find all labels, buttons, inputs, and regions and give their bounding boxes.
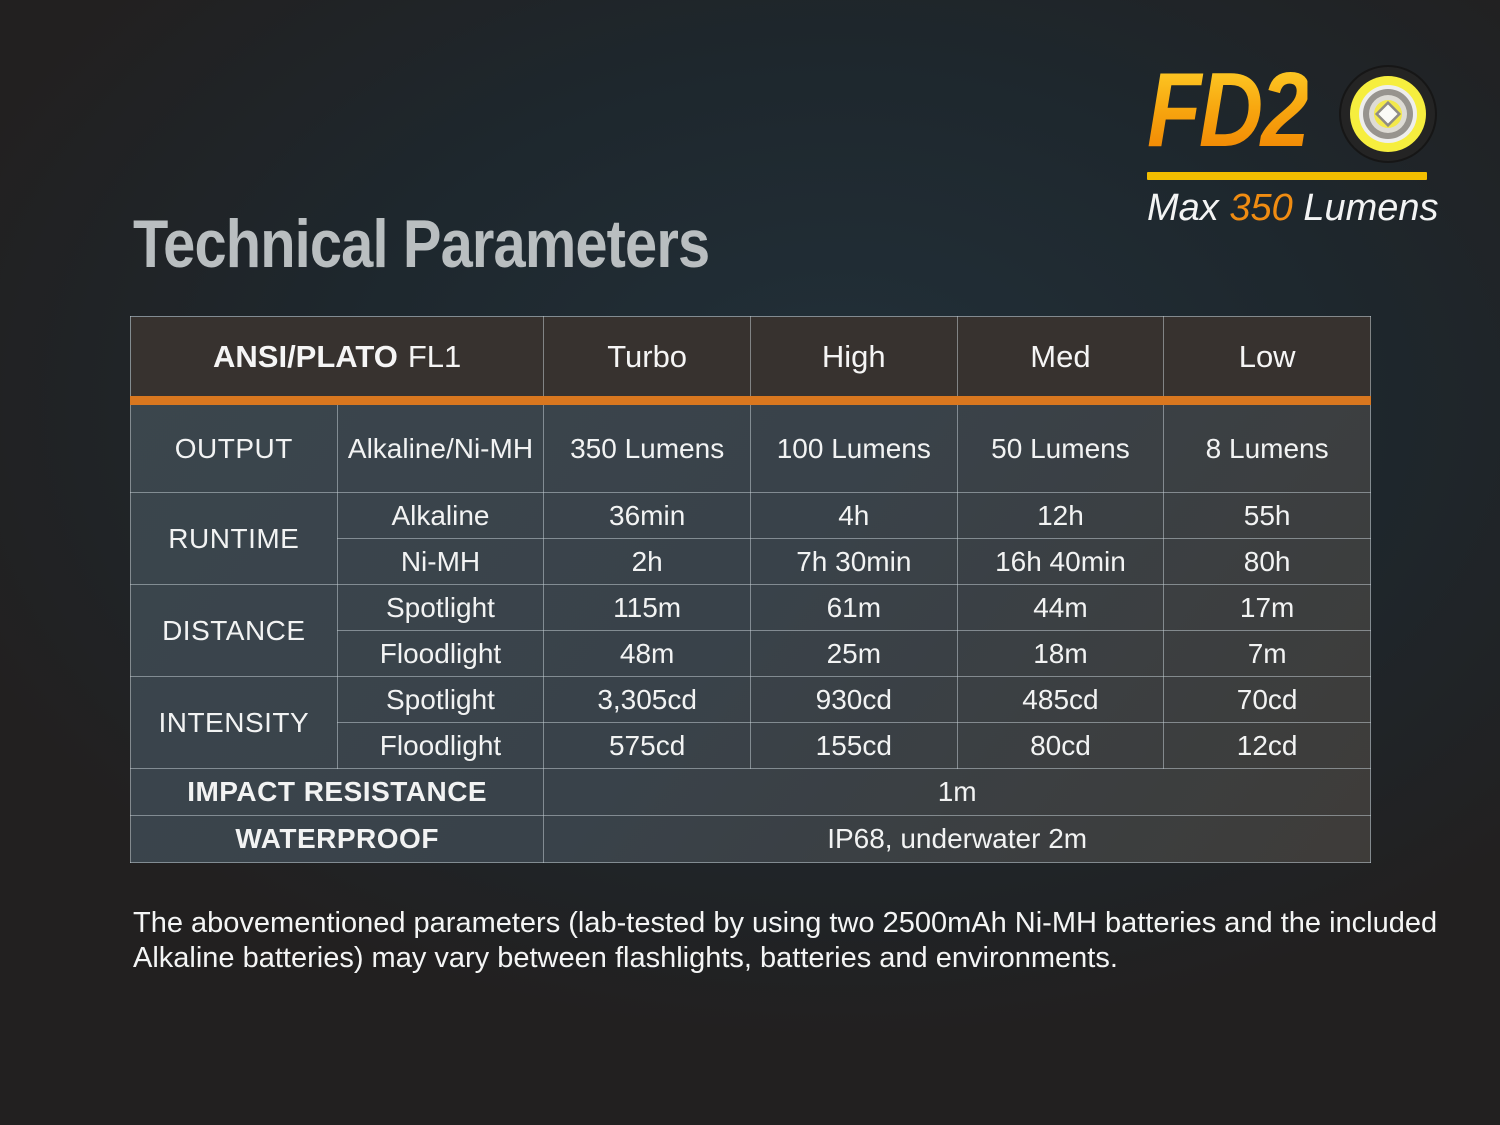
table-row-output: OUTPUT Alkaline/Ni-MH 350 Lumens 100 Lum… <box>130 400 1371 493</box>
intensity-floodlight-high: 155cd <box>749 722 958 769</box>
row-label-intensity: INTENSITY <box>130 676 338 769</box>
row-label-runtime: RUNTIME <box>130 492 338 585</box>
intensity-floodlight-label: Floodlight <box>336 722 545 769</box>
table-row-intensity-floodlight: Floodlight 575cd 155cd 80cd 12cd <box>131 722 1371 769</box>
table-row-intensity-spotlight: INTENSITY Spotlight 3,305cd 930cd 485cd … <box>130 676 1371 769</box>
footnote: The abovementioned parameters (lab-teste… <box>133 906 1437 977</box>
intensity-spotlight-turbo: 3,305cd <box>543 676 751 723</box>
runtime-alkaline-high: 4h <box>749 492 958 539</box>
table-row-distance-floodlight: Floodlight 48m 25m 18m 7m <box>131 630 1371 677</box>
row-label-distance: DISTANCE <box>130 584 338 677</box>
output-low: 8 Lumens <box>1163 400 1371 493</box>
header-mode-turbo: Turbo <box>543 316 751 401</box>
spec-table: ANSI/PLATO FL1 Turbo High Med Low OUTPUT … <box>129 316 1371 863</box>
table-row-distance-spotlight: DISTANCE Spotlight 115m 61m 44m 17m <box>130 584 1371 677</box>
output-battery-type: Alkaline/Ni-MH <box>336 400 545 493</box>
flashlight-lens-icon <box>1339 65 1438 163</box>
runtime-nimh-high: 7h 30min <box>749 538 958 585</box>
runtime-alkaline-turbo: 36min <box>543 492 751 539</box>
page-title: Technical Parameters <box>133 206 710 282</box>
intensity-floodlight-turbo: 575cd <box>543 722 751 769</box>
row-label-output: OUTPUT <box>130 400 338 493</box>
distance-spotlight-low: 17m <box>1163 584 1371 631</box>
runtime-alkaline-label: Alkaline <box>336 492 545 539</box>
header-standard-bold: ANSI/PLATO <box>213 338 398 374</box>
distance-spotlight-label: Spotlight <box>336 584 545 631</box>
runtime-alkaline-med: 12h <box>956 492 1165 539</box>
distance-floodlight-turbo: 48m <box>543 630 751 677</box>
intensity-spotlight-high: 930cd <box>749 676 958 723</box>
waterproof-value: IP68, underwater 2m <box>543 815 1371 863</box>
brand-logo: FD2 Max 350 Lumens <box>1147 51 1439 230</box>
distance-spotlight-turbo: 115m <box>543 584 751 631</box>
table-row-runtime-alkaline: RUNTIME Alkaline 36min 4h 12h 55h <box>130 492 1371 585</box>
table-row-waterproof: WATERPROOF IP68, underwater 2m <box>129 815 1371 863</box>
distance-floodlight-low: 7m <box>1163 630 1371 677</box>
logo-tagline: Max 350 Lumens <box>1147 187 1439 230</box>
intensity-spotlight-label: Spotlight <box>336 676 545 723</box>
footnote-line-2: Alkaline batteries) may vary between fla… <box>133 942 1118 975</box>
impact-resistance-value: 1m <box>543 768 1371 816</box>
header-standard: ANSI/PLATO FL1 <box>129 316 545 401</box>
footnote-line-1: The abovementioned parameters (lab-teste… <box>133 907 1438 939</box>
intensity-floodlight-low: 12cd <box>1163 722 1371 769</box>
table-header-row: ANSI/PLATO FL1 Turbo High Med Low <box>129 316 1371 401</box>
distance-floodlight-high: 25m <box>749 630 958 677</box>
tagline-lumens-value: 350 <box>1229 187 1293 229</box>
runtime-nimh-med: 16h 40min <box>956 538 1165 585</box>
header-mode-low: Low <box>1163 316 1371 401</box>
row-label-waterproof: WATERPROOF <box>129 815 545 863</box>
runtime-nimh-turbo: 2h <box>543 538 751 585</box>
tagline-prefix: Max <box>1147 187 1219 229</box>
intensity-floodlight-med: 80cd <box>956 722 1165 769</box>
header-standard-regular: FL1 <box>407 338 462 374</box>
tagline-suffix: Lumens <box>1303 187 1439 229</box>
distance-spotlight-med: 44m <box>956 584 1165 631</box>
intensity-spotlight-low: 70cd <box>1163 676 1371 723</box>
brand-name: FD2 <box>1147 51 1310 169</box>
runtime-nimh-low: 80h <box>1163 538 1371 585</box>
distance-floodlight-med: 18m <box>956 630 1165 677</box>
intensity-spotlight-med: 485cd <box>956 676 1165 723</box>
logo-underline <box>1147 172 1427 180</box>
output-turbo: 350 Lumens <box>543 400 751 493</box>
row-label-impact-resistance: IMPACT RESISTANCE <box>129 768 545 816</box>
brand-row: FD2 <box>1147 51 1438 170</box>
table-row-impact-resistance: IMPACT RESISTANCE 1m <box>129 768 1371 816</box>
header-mode-high: High <box>749 316 958 401</box>
runtime-nimh-label: Ni-MH <box>336 538 545 585</box>
output-high: 100 Lumens <box>749 400 958 493</box>
distance-floodlight-label: Floodlight <box>336 630 545 677</box>
runtime-alkaline-low: 55h <box>1163 492 1371 539</box>
header-mode-med: Med <box>956 316 1165 401</box>
distance-spotlight-high: 61m <box>749 584 958 631</box>
output-med: 50 Lumens <box>956 400 1165 493</box>
